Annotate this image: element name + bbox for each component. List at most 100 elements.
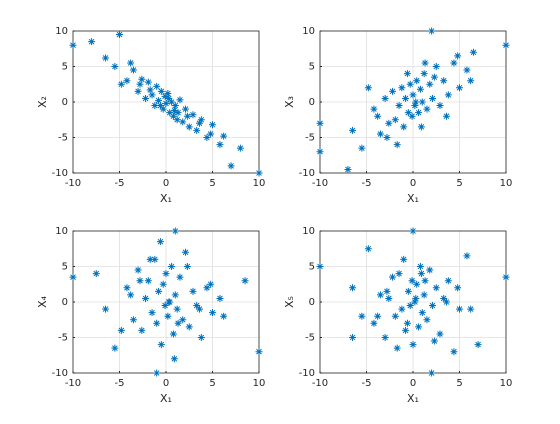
point	[413, 77, 421, 85]
point	[255, 348, 263, 356]
point	[364, 84, 372, 92]
point	[412, 294, 420, 302]
point	[402, 326, 410, 334]
point	[391, 312, 399, 320]
point	[389, 273, 397, 281]
point	[463, 252, 471, 260]
point	[170, 107, 178, 115]
point	[381, 94, 389, 102]
point	[166, 109, 174, 117]
point	[134, 87, 142, 95]
point	[227, 162, 235, 170]
point	[69, 273, 77, 281]
x-tick-label: -5	[362, 178, 372, 189]
point	[421, 59, 429, 67]
point	[171, 102, 179, 110]
point	[385, 119, 393, 127]
point	[146, 86, 154, 94]
point	[502, 273, 510, 281]
y-tick-label: 10	[302, 26, 315, 37]
y-tick-label: -10	[52, 168, 68, 179]
point	[182, 105, 190, 113]
point	[450, 348, 458, 356]
point	[430, 73, 438, 81]
point	[127, 59, 135, 67]
point	[174, 319, 182, 327]
point	[316, 148, 324, 156]
point	[398, 84, 406, 92]
point	[391, 116, 399, 124]
point	[376, 130, 384, 138]
point	[406, 80, 414, 88]
x-tick-label: 0	[410, 378, 416, 389]
point	[385, 294, 393, 302]
x-tick-label: -10	[65, 178, 81, 189]
point	[155, 287, 163, 295]
point	[203, 134, 211, 141]
y-tick-label: 5	[62, 62, 68, 73]
point	[144, 277, 152, 285]
point	[216, 294, 224, 302]
point	[142, 94, 150, 102]
x-tick-label: -5	[362, 378, 372, 389]
point	[430, 337, 438, 345]
point	[162, 270, 170, 278]
x-axis-label: X₁	[407, 192, 419, 205]
point	[436, 102, 444, 110]
x-tick-label: 5	[456, 178, 462, 189]
y-axis-label: X₅	[283, 296, 296, 308]
y-tick-label: -10	[299, 368, 315, 379]
point	[454, 52, 462, 60]
point	[220, 312, 228, 320]
point	[404, 109, 412, 117]
point	[69, 41, 77, 49]
point	[364, 245, 372, 253]
point	[404, 287, 412, 295]
point	[168, 263, 176, 270]
x-axis-label: X₁	[160, 392, 172, 405]
x-axis-label: X₁	[407, 392, 419, 405]
point	[255, 169, 263, 177]
point	[209, 121, 216, 129]
point	[216, 141, 224, 149]
point	[400, 255, 408, 263]
y-tick-label: -5	[58, 333, 68, 344]
point	[398, 305, 406, 313]
point	[383, 134, 391, 141]
point	[469, 48, 477, 56]
point	[358, 144, 366, 152]
y-tick-label: 5	[309, 62, 315, 73]
x-tick-label: 10	[253, 378, 266, 389]
y-tick-label: 0	[309, 297, 315, 308]
point	[440, 77, 448, 85]
point	[418, 309, 426, 317]
point	[415, 109, 423, 117]
point	[349, 126, 357, 134]
point	[197, 116, 205, 124]
point	[164, 312, 172, 320]
axes-box	[72, 230, 260, 374]
x-axis-label: X₁	[160, 192, 172, 205]
point	[102, 54, 110, 62]
point	[395, 102, 403, 110]
point	[409, 227, 417, 235]
y-tick-label: -5	[305, 333, 315, 344]
y-tick-label: 5	[309, 262, 315, 273]
point	[344, 165, 352, 173]
point	[207, 280, 215, 288]
point	[374, 112, 382, 120]
point	[403, 70, 411, 78]
point	[408, 112, 416, 120]
point	[151, 102, 159, 110]
point	[207, 130, 215, 138]
point	[155, 97, 163, 105]
point	[406, 302, 414, 310]
point	[153, 369, 161, 377]
point	[389, 87, 397, 95]
point	[88, 38, 96, 46]
point	[420, 291, 428, 299]
x-tick-label: -5	[115, 378, 125, 389]
point	[400, 123, 408, 131]
point	[189, 111, 197, 119]
